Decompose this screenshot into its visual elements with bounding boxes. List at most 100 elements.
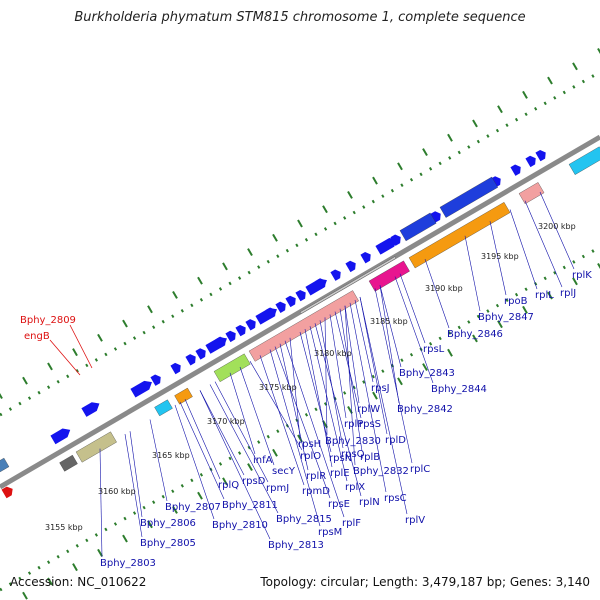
gene-label[interactable]: Bphy_2807 (165, 502, 221, 513)
gene-label[interactable]: rplV (405, 515, 425, 526)
label-leader (184, 398, 221, 480)
tick-mark (522, 90, 528, 99)
gene-label[interactable]: Bphy_2830 (325, 436, 381, 447)
forward-gene (195, 348, 206, 360)
rrna-band-2 (518, 182, 545, 205)
forward-gene (430, 211, 441, 223)
scale-labels: 3155 kbp 3160 kbp 3165 kbp 3170 kbp 3175 kbp… (45, 222, 576, 532)
gene-label[interactable]: rplR (306, 471, 326, 482)
gene-label[interactable]: rplW (357, 404, 380, 415)
tick-mark (447, 133, 453, 142)
tick-mark (272, 448, 278, 457)
gene-label[interactable]: rplB (360, 452, 380, 463)
orange-small (174, 387, 193, 405)
tick-mark (222, 477, 228, 486)
scale-label: 3185 kbp (370, 317, 408, 326)
forward-gene (170, 362, 181, 375)
gene-label[interactable]: Bphy_2811 (222, 500, 278, 511)
tick-mark (397, 377, 403, 386)
gene-label[interactable]: rpsN (329, 453, 352, 464)
tick-mark (372, 391, 378, 400)
gene-label[interactable]: rplK (572, 270, 592, 281)
scale-label: 3200 kbp (538, 222, 576, 231)
tick-mark (347, 405, 353, 414)
forward-gene (265, 307, 276, 319)
forward-gene (345, 260, 356, 273)
gene-label[interactable]: Bphy_2813 (268, 540, 324, 551)
gene-label[interactable]: rplQ (218, 480, 239, 491)
gene-label[interactable]: rpmJ (266, 483, 289, 494)
tick-mark (447, 348, 453, 357)
label-leader (464, 235, 481, 312)
gene-label[interactable]: rplN (359, 497, 380, 508)
gene-label[interactable]: secY (272, 466, 296, 477)
red-gene-left (1, 486, 13, 499)
label-leader (399, 273, 426, 344)
gene-label[interactable]: Bphy_2847 (478, 312, 534, 323)
gene-label[interactable]: Bphy_2803 (100, 558, 156, 569)
gene-label[interactable]: rpsD (242, 476, 266, 487)
label-leader (229, 372, 256, 455)
gene-label[interactable]: rplX (345, 482, 365, 493)
gene-label[interactable]: rpsJ (371, 383, 390, 394)
label-leader (509, 209, 538, 290)
gene-label[interactable]: infA (253, 455, 273, 466)
gene-label[interactable]: Bphy_2844 (431, 384, 487, 395)
gene-label[interactable]: rplF (342, 518, 361, 529)
gene-label[interactable]: rplJ (560, 288, 576, 299)
map-title: Burkholderia phymatum STM815 chromosome … (74, 10, 526, 25)
forward-gene (315, 278, 326, 290)
gene-label[interactable]: rplP (344, 419, 363, 430)
tick-mark (597, 48, 600, 54)
gene-label[interactable]: Bphy_2832 (353, 466, 409, 477)
label-leader (349, 302, 387, 493)
gene-label[interactable]: rpmD (302, 486, 330, 497)
gene-label[interactable]: rplC (410, 464, 430, 475)
scale-label: 3170 kbp (207, 417, 245, 426)
cyan-small (154, 399, 173, 417)
gene-label[interactable]: rpsL (423, 344, 445, 355)
tick-mark (472, 334, 478, 343)
gene-label[interactable]: rpsC (384, 493, 407, 504)
gene-label[interactable]: rpoB (504, 296, 528, 307)
gene-label[interactable]: rplE (330, 468, 350, 479)
tick-mark (422, 363, 428, 372)
gene-label[interactable]: Bphy_2806 (140, 518, 196, 529)
tick-mark (522, 305, 528, 314)
grey-gene (59, 454, 78, 472)
scale-label: 3155 kbp (45, 523, 83, 532)
label-leader (259, 355, 305, 486)
olive-gene (75, 431, 117, 463)
gene-label[interactable]: rpsM (318, 527, 342, 538)
gene-label[interactable]: rplL (535, 290, 554, 301)
gene-label[interactable]: Bphy_2843 (399, 368, 455, 379)
gene-label[interactable]: rplD (385, 435, 406, 446)
label-leader (314, 323, 362, 497)
tick-mark (247, 248, 253, 257)
tick-mark (122, 534, 128, 543)
gene-label[interactable]: Bphy_2846 (447, 329, 503, 340)
label-leader (304, 329, 333, 468)
tick-mark (0, 393, 3, 399)
gene-label[interactable]: Bphy_2805 (140, 538, 196, 549)
red-leader (49, 339, 81, 376)
tick-mark (547, 76, 553, 85)
tick-mark (297, 219, 303, 228)
label-leader (309, 326, 348, 482)
gene-label[interactable]: rpsS (359, 419, 381, 430)
gene-label[interactable]: Bphy_2810 (212, 520, 268, 531)
accession-text: Accession: NC_010622 (10, 575, 147, 589)
gene-label[interactable]: rpsQ (341, 449, 365, 460)
label-leader (99, 448, 103, 558)
gene-label[interactable]: rpsE (328, 499, 350, 510)
gene-label[interactable]: rpsH (298, 439, 321, 450)
tick-mark (397, 162, 403, 171)
red-gene-label: engB (24, 331, 50, 342)
gene-label[interactable]: Bphy_2815 (276, 514, 332, 525)
forward-gene-left (50, 428, 71, 445)
spacer (299, 256, 397, 314)
gene-label[interactable]: rplO (300, 451, 321, 462)
label-leader (344, 305, 356, 466)
gene-label[interactable]: Bphy_2842 (397, 404, 453, 415)
